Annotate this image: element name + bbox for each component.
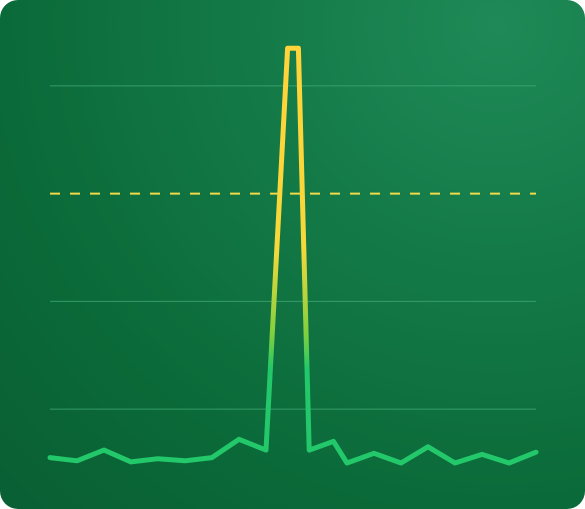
gridlines <box>50 85 536 410</box>
series-line <box>47 45 539 466</box>
series-layer <box>47 45 539 466</box>
